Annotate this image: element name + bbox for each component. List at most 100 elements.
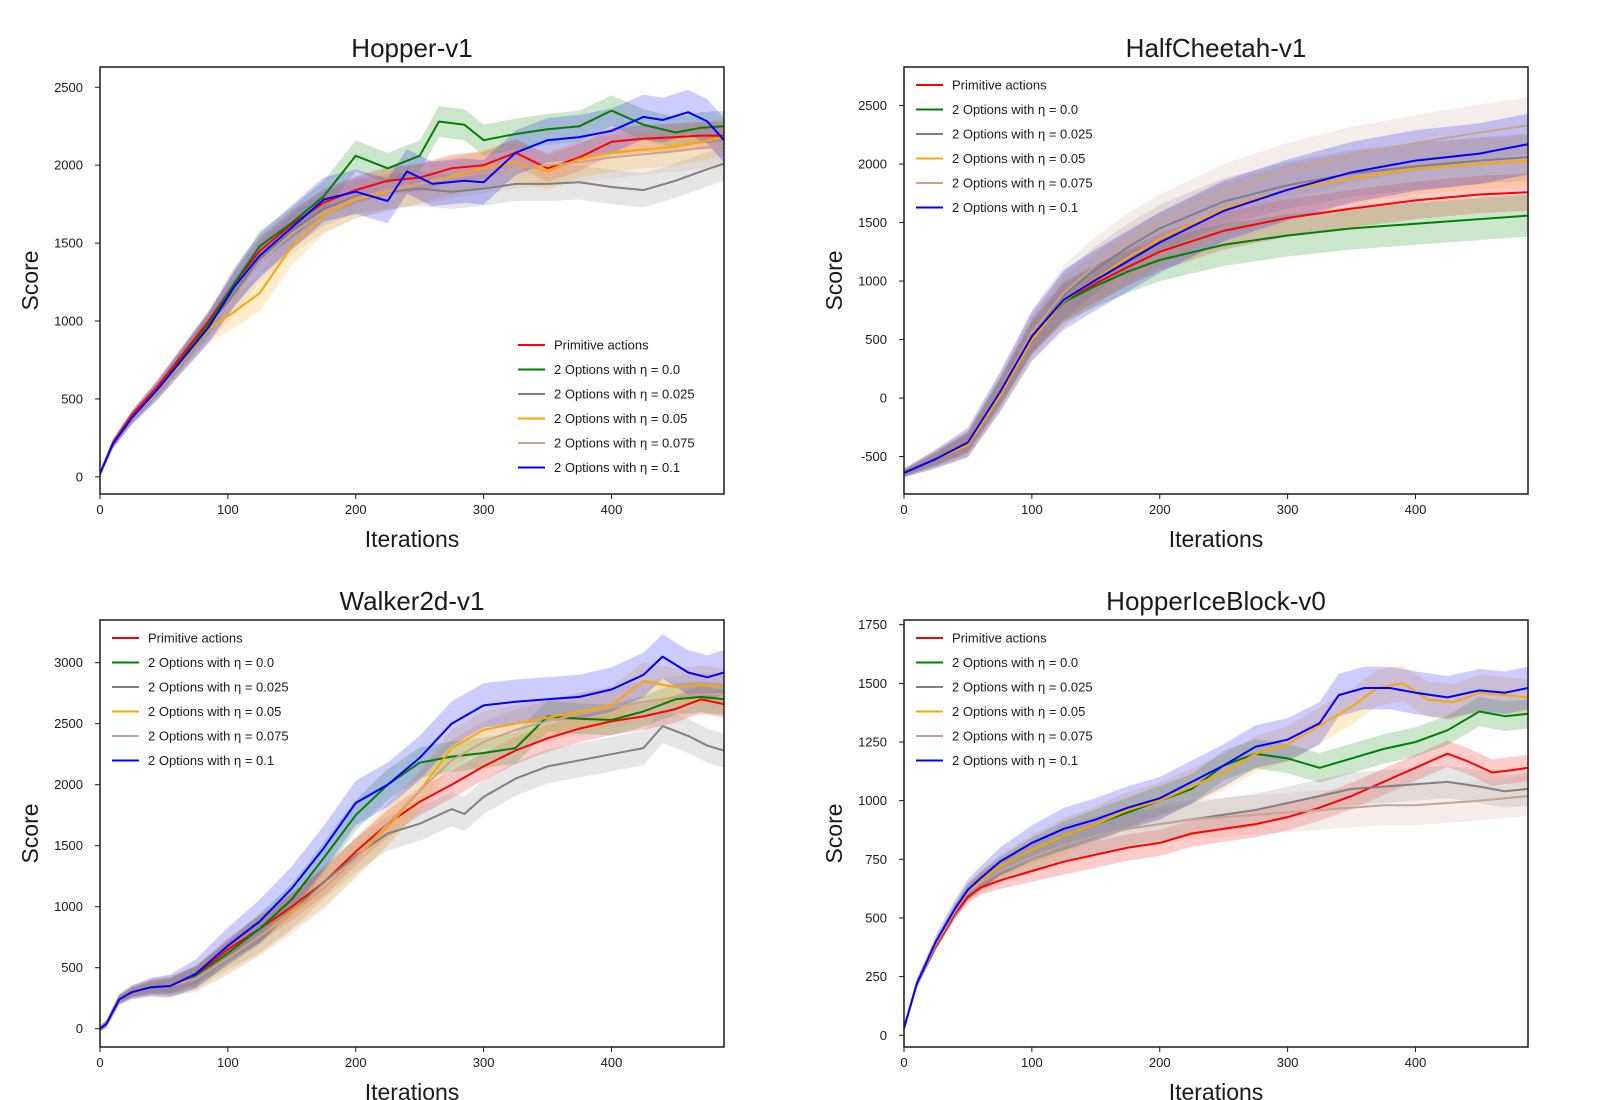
chart-panel-hoppericeblock-v0: HopperIceBlock-v0 Iterations Score 0 100 200 3… [821,586,1529,1100]
y-axis-label: Score [17,803,43,863]
y-tick-label: 750 [865,852,887,867]
y-tick-label: 1250 [858,735,887,750]
x-tick-label: 0 [900,1055,907,1070]
y-tick-label: 500 [61,960,83,975]
y-tick-label: 500 [61,391,83,406]
chart-panel-hopper-v1: Hopper-v1 Iterations Score 0 100 200 300 400 0 50… [17,33,725,552]
band-2-options-with-0-05 [904,665,1528,1031]
x-tick-label: 200 [345,1055,367,1070]
band-2-options-with-0-1 [904,113,1528,478]
x-tick-label: 0 [96,1055,103,1070]
x-tick-label: 300 [1277,1055,1299,1070]
legend-label: 2 Options with η = 0.075 [952,176,1093,191]
y-tick-label: 1500 [858,676,887,691]
legend-label: 2 Options with η = 0.0 [148,655,274,670]
chart-panel-halfcheetah-v1: HalfCheetah-v1 Iterations Score 0 100 200 300 4… [821,33,1529,552]
band-2-options-with-0-025 [100,146,724,477]
y-axis-label: Score [821,250,847,310]
y-tick-label: 1000 [858,793,887,808]
x-tick-label: 300 [1277,502,1299,517]
x-axis-label: Iterations [365,526,460,552]
plot-area [100,634,724,1032]
x-tick-label: 300 [473,502,495,517]
x-axis-label: Iterations [365,1079,460,1100]
series-line-2-options-with-0-025 [100,162,724,475]
y-tick-label: 2500 [54,716,83,731]
y-tick-label: 2000 [54,158,83,173]
legend-label: Primitive actions [952,78,1047,93]
x-tick-label: 100 [1021,502,1043,517]
x-tick-label: 100 [217,502,239,517]
chart-title: Walker2d-v1 [340,586,485,616]
series-line-2-options-with-0-05 [904,159,1528,474]
legend-label: 2 Options with η = 0.1 [554,460,680,475]
plot-frame [99,619,725,1048]
band-2-options-with-0-0 [904,696,1528,1031]
chart-title: HopperIceBlock-v0 [1106,586,1326,616]
plot-area [100,89,724,478]
plot-frame [903,66,1529,495]
x-axis-label: Iterations [1169,1079,1264,1100]
series-line-2-options-with-0-1 [904,143,1528,474]
legend-label: 2 Options with η = 0.025 [952,680,1093,695]
y-tick-label: -500 [861,449,887,464]
x-tick-label: 200 [1149,1055,1171,1070]
y-tick-label: 500 [865,332,887,347]
legend-label: 2 Options with η = 0.05 [952,151,1085,166]
legend-label: 2 Options with η = 0.025 [554,387,695,402]
legend-label: 2 Options with η = 0.1 [148,753,274,768]
series-line-primitive-actions [100,134,724,475]
band-2-options-with-0-1 [904,666,1528,1032]
legend-label: Primitive actions [148,631,243,646]
band-2-options-with-0-0 [100,95,724,477]
plot-area [904,97,1528,478]
y-tick-label: 3000 [54,655,83,670]
legend-label: 2 Options with η = 0.05 [148,704,281,719]
plot-frame [903,619,1529,1048]
chart-title: Hopper-v1 [351,33,472,63]
legend-label: 2 Options with η = 0.075 [148,729,289,744]
band-2-options-with-0-075 [100,673,724,1032]
legend-label: 2 Options with η = 0.05 [554,411,687,426]
series-line-2-options-with-0-1 [904,687,1528,1029]
legend-label: 2 Options with η = 0.0 [952,102,1078,117]
y-axis-label: Score [821,803,847,863]
band-2-options-with-0-0 [904,194,1528,477]
series-line-2-options-with-0-1 [100,655,724,1030]
band-primitive-actions [100,685,724,1031]
y-tick-label: 0 [880,391,887,406]
legend-label: 2 Options with η = 0.0 [554,362,680,377]
plot-area [904,665,1528,1032]
y-tick-label: 2500 [54,80,83,95]
band-2-options-with-0-0 [100,681,724,1031]
y-tick-label: 1500 [858,215,887,230]
legend-label: 2 Options with η = 0.0 [952,655,1078,670]
y-tick-label: 1000 [858,274,887,289]
y-tick-label: 1500 [54,838,83,853]
y-tick-label: 0 [76,1021,83,1036]
y-tick-label: 1000 [54,314,83,329]
legend-label: 2 Options with η = 0.025 [952,127,1093,142]
y-tick-label: 1000 [54,899,83,914]
legend-label: 2 Options with η = 0.075 [554,436,695,451]
legend-label: 2 Options with η = 0.025 [148,680,289,695]
y-tick-label: 250 [865,969,887,984]
x-tick-label: 300 [473,1055,495,1070]
x-tick-label: 200 [345,502,367,517]
plot-frame [99,66,725,495]
band-2-options-with-0-025 [100,709,724,1032]
legend-label: 2 Options with η = 0.075 [952,729,1093,744]
band-2-options-with-0-075 [904,776,1528,1032]
x-tick-label: 400 [1405,502,1427,517]
y-tick-label: 500 [865,910,887,925]
series-line-primitive-actions [904,752,1528,1029]
y-tick-label: 1500 [54,236,83,251]
x-axis-label: Iterations [1169,526,1264,552]
y-tick-label: 0 [880,1028,887,1043]
y-tick-label: 2500 [858,98,887,113]
